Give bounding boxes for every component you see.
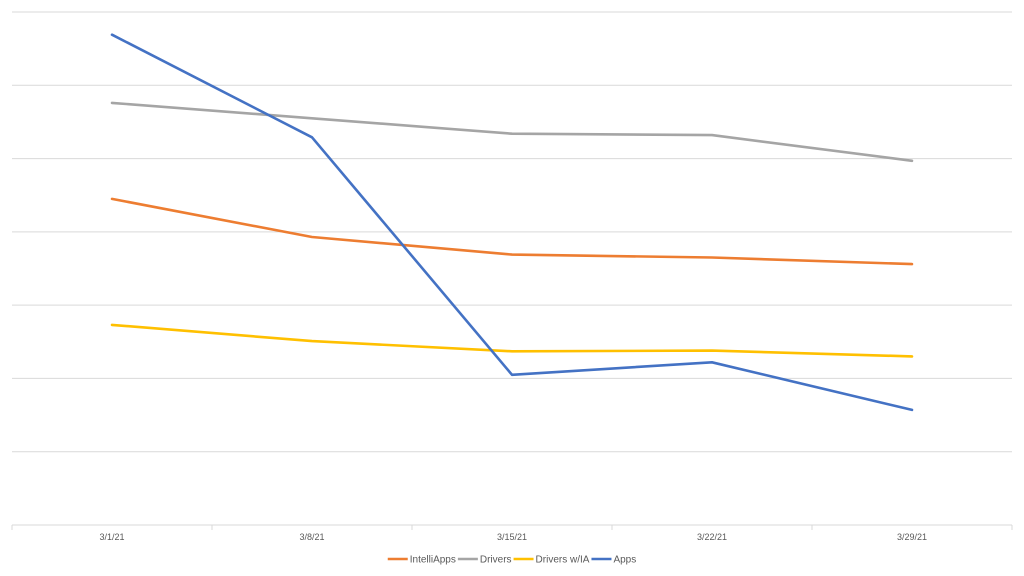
legend-label: Drivers w/IA bbox=[536, 555, 590, 566]
series-lines bbox=[110, 33, 914, 412]
series-line-intelliapps bbox=[110, 197, 914, 266]
x-tick-label: 3/8/21 bbox=[299, 532, 324, 542]
x-tick-label: 3/22/21 bbox=[697, 532, 727, 542]
series-line-drivers bbox=[110, 101, 914, 163]
legend: IntelliApps Drivers Drivers w/IA Apps bbox=[387, 555, 636, 566]
series-line-drivers-w-ia bbox=[110, 323, 914, 358]
legend-label: Apps bbox=[613, 555, 636, 566]
series-line-apps bbox=[110, 33, 914, 412]
x-axis: 3/1/21 3/8/21 3/15/21 3/22/21 3/29/21 bbox=[11, 524, 1013, 542]
legend-item: IntelliApps bbox=[387, 555, 456, 566]
legend-label: IntelliApps bbox=[410, 555, 456, 566]
x-tick-label: 3/1/21 bbox=[99, 532, 124, 542]
legend-item: Apps bbox=[591, 555, 636, 566]
gridlines bbox=[12, 11, 1012, 453]
x-tick-label: 3/15/21 bbox=[497, 532, 527, 542]
legend-label: Drivers bbox=[480, 555, 512, 566]
legend-item: Drivers w/IA bbox=[513, 555, 590, 566]
x-tick-label: 3/29/21 bbox=[897, 532, 927, 542]
legend-item: Drivers bbox=[457, 555, 512, 566]
